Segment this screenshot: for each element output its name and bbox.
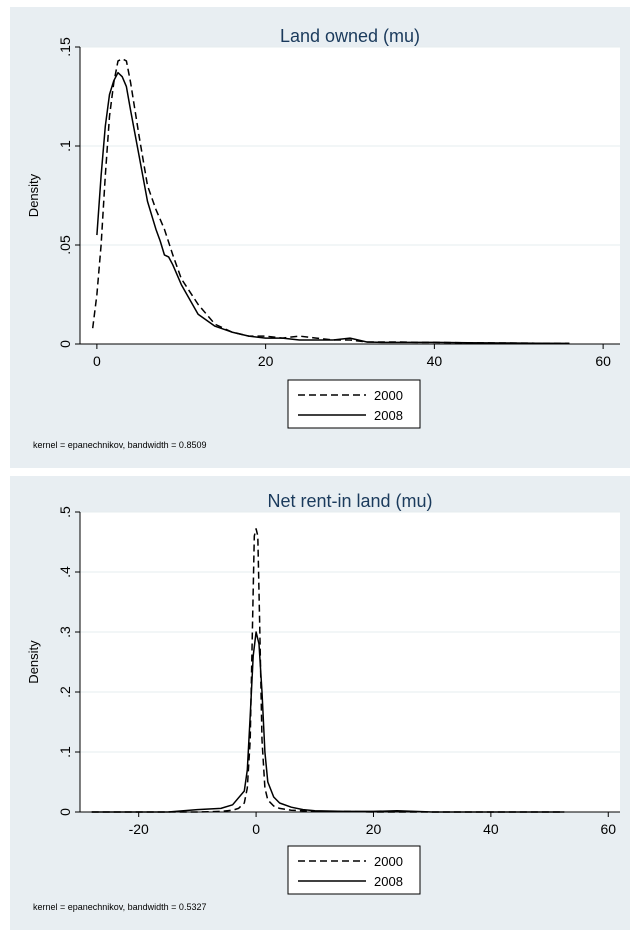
x-tick-label: 40 xyxy=(427,353,443,369)
y-tick-label: 0 xyxy=(57,340,73,348)
x-tick-label: 20 xyxy=(366,821,382,837)
legend-box xyxy=(287,845,421,895)
x-tick-label: 60 xyxy=(595,353,611,369)
x-tick-label: 40 xyxy=(483,821,499,837)
y-axis-label: Density xyxy=(26,173,41,217)
chart-panel-land-owned: Land owned (mu) 0 .05 .1 .15 0 20 40 60 Density 20… xyxy=(10,7,630,468)
plot-area xyxy=(80,512,620,812)
y-tick-label: .15 xyxy=(57,37,73,57)
x-tick-label: 20 xyxy=(258,353,274,369)
y-tick-label: 0 xyxy=(57,808,73,816)
series-line-2008 xyxy=(96,71,570,345)
x-tick-label: 60 xyxy=(600,821,616,837)
legend-label-2000: 2000 xyxy=(374,388,403,403)
x-tick-label: 0 xyxy=(93,353,101,369)
plot-area xyxy=(80,47,620,344)
legend-label-2008: 2008 xyxy=(374,874,403,889)
y-axis-label: Density xyxy=(26,640,41,684)
y-tick-label: .4 xyxy=(57,566,73,578)
legend-label-2000: 2000 xyxy=(374,854,403,869)
x-tick-label: -20 xyxy=(129,821,149,837)
chart-panel-net-rent-in: Net rent-in land (mu) 0 .1 .2 .3 .4 .5 -20 0 20 40… xyxy=(10,476,630,930)
legend-label-2008: 2008 xyxy=(374,408,403,423)
y-tick-label: .2 xyxy=(57,686,73,698)
kernel-note: kernel = epanechnikov, bandwidth = 0.850… xyxy=(33,440,206,450)
legend-box xyxy=(287,379,421,429)
y-tick-label: .1 xyxy=(57,140,73,152)
chart-title: Net rent-in land (mu) xyxy=(267,491,432,511)
y-tick-label: .05 xyxy=(57,235,73,255)
y-tick-label: .3 xyxy=(57,626,73,638)
series-line-2008 xyxy=(91,631,565,813)
y-tick-label: .1 xyxy=(57,746,73,758)
chart-net-rent-in: Net rent-in land (mu) 0 .1 .2 .3 .4 .5 -20 0 20 40… xyxy=(26,491,620,912)
kernel-note: kernel = epanechnikov, bandwidth = 0.532… xyxy=(33,902,206,912)
x-tick-label: 0 xyxy=(252,821,260,837)
chart-title: Land owned (mu) xyxy=(280,26,420,46)
chart-land-owned: Land owned (mu) 0 .05 .1 .15 0 20 40 60 Density 20… xyxy=(26,26,620,450)
y-tick-label: .5 xyxy=(57,506,73,518)
